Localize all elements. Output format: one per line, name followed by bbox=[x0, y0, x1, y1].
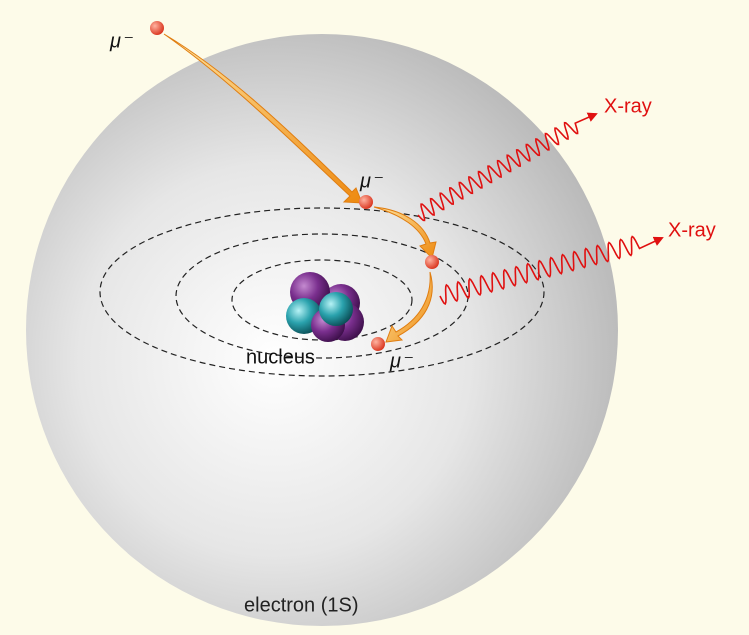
muonic-atom-diagram: μ⁻ μ⁻ μ⁻ X-ray X-ray nucleus electron (1… bbox=[0, 0, 749, 630]
muon-transition bbox=[425, 255, 439, 269]
muon-label: μ⁻ bbox=[109, 30, 133, 52]
muon-label: μ⁻ bbox=[359, 170, 383, 192]
page: μ⁻ μ⁻ μ⁻ X-ray X-ray nucleus electron (1… bbox=[0, 0, 749, 630]
muon-label: μ⁻ bbox=[389, 350, 413, 372]
muon-end bbox=[371, 337, 385, 351]
muon-middle bbox=[359, 195, 373, 209]
muon-start bbox=[150, 21, 164, 35]
xray-label: X-ray bbox=[604, 95, 652, 117]
electron-label: electron (1S) bbox=[244, 594, 359, 616]
nucleus-label: nucleus bbox=[246, 346, 315, 368]
xray-label: X-ray bbox=[668, 219, 716, 241]
